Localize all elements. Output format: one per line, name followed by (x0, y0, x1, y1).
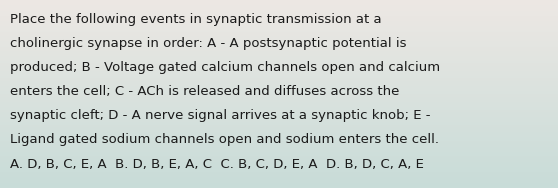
Text: Ligand gated sodium channels open and sodium enters the cell.: Ligand gated sodium channels open and so… (10, 133, 439, 146)
Text: A. D, B, C, E, A  B. D, B, E, A, C  C. B, C, D, E, A  D. B, D, C, A, E: A. D, B, C, E, A B. D, B, E, A, C C. B, … (10, 158, 424, 171)
Text: cholinergic synapse in order: A - A postsynaptic potential is: cholinergic synapse in order: A - A post… (10, 37, 407, 50)
Text: produced; B - Voltage gated calcium channels open and calcium: produced; B - Voltage gated calcium chan… (10, 61, 440, 74)
Text: Place the following events in synaptic transmission at a: Place the following events in synaptic t… (10, 13, 382, 26)
Text: synaptic cleft; D - A nerve signal arrives at a synaptic knob; E -: synaptic cleft; D - A nerve signal arriv… (10, 109, 431, 122)
Text: enters the cell; C - ACh is released and diffuses across the: enters the cell; C - ACh is released and… (10, 85, 400, 98)
